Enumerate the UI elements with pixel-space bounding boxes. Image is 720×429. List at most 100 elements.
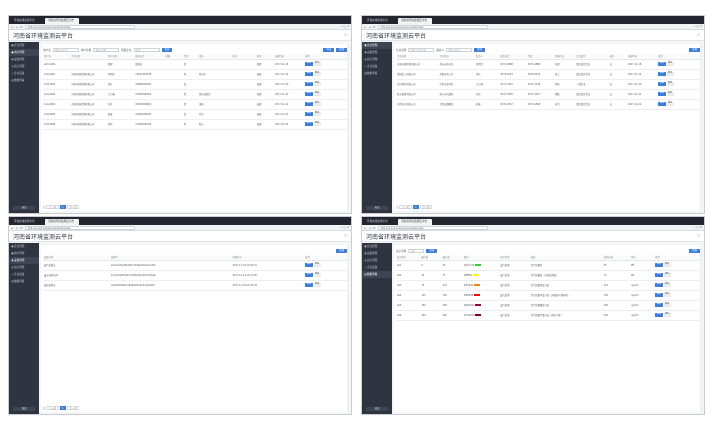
logout-button[interactable]: 退出 xyxy=(13,206,35,210)
browser-tab[interactable]: 环保在线监测平台 xyxy=(364,219,398,225)
edit-button[interactable]: 编辑 xyxy=(305,92,313,96)
search-button[interactable]: 查询 xyxy=(474,47,485,52)
window-controls-icon[interactable]: — ▢ ✕ xyxy=(340,226,349,229)
sidebar-item-enterprise[interactable]: ▣企业管理 xyxy=(364,245,378,248)
page-button[interactable]: 1 xyxy=(59,406,67,410)
browser-tab[interactable]: 环保在线监测平台 xyxy=(11,219,45,225)
scrollbar[interactable] xyxy=(700,245,702,412)
contact-input[interactable]: 请输入联系人 xyxy=(446,47,473,52)
sidebar-item-devices[interactable]: ◉设备管理 xyxy=(364,252,378,255)
prev-page-button[interactable]: 上一页 xyxy=(46,205,59,209)
delete-button[interactable]: 删除 xyxy=(666,102,674,106)
username-input[interactable]: 请输入用户名 xyxy=(52,47,79,52)
export-button[interactable]: 导出 xyxy=(323,47,335,52)
url-input[interactable]: 120.xxx.xxx.xxx/environment/index xyxy=(24,24,135,29)
forward-icon[interactable]: → xyxy=(15,225,19,230)
delete-button[interactable]: 删除 xyxy=(313,283,321,287)
page-button[interactable]: 1 xyxy=(412,205,420,209)
delete-button[interactable]: 删除 xyxy=(313,112,321,116)
url-input[interactable]: 120.xxx.xxx.xxx/environment/index xyxy=(377,225,488,230)
delete-button[interactable]: 删除 xyxy=(313,122,321,126)
scrollbar[interactable] xyxy=(347,245,349,412)
edit-button[interactable]: 编辑 xyxy=(305,102,313,106)
edit-button[interactable]: 编辑 xyxy=(658,62,666,66)
url-input[interactable]: 120.xxx.xxx.xxx/environment/index xyxy=(377,24,488,29)
enterprise-name-input[interactable]: 请输入企业名称 xyxy=(408,47,435,52)
edit-button[interactable]: 编辑 xyxy=(305,273,313,277)
delete-button[interactable]: 删除 xyxy=(313,62,321,66)
browser-tab-active[interactable]: 河南省环境监测云平台× xyxy=(45,18,79,24)
menu-icon[interactable]: ☰ xyxy=(344,33,347,37)
edit-button[interactable]: 编辑 xyxy=(305,263,313,267)
sidebar-item-factors[interactable]: ◈因子管理 xyxy=(11,266,25,269)
reload-icon[interactable]: ↻ xyxy=(373,24,376,29)
edit-button[interactable]: 编辑 xyxy=(305,72,313,76)
page-button[interactable]: 1 xyxy=(59,205,67,209)
window-controls-icon[interactable]: — ▢ ✕ xyxy=(693,226,702,229)
forward-icon[interactable]: → xyxy=(368,24,372,29)
add-button[interactable]: 新增 xyxy=(689,47,700,52)
logout-button[interactable]: 退出 xyxy=(13,407,35,411)
edit-button[interactable]: 编辑 xyxy=(305,112,313,116)
sidebar-item-data[interactable]: ▤数据查看 xyxy=(11,280,25,283)
back-icon[interactable]: ← xyxy=(11,24,14,29)
edit-button[interactable]: 编辑 xyxy=(655,273,663,277)
menu-icon[interactable]: ☰ xyxy=(697,33,700,37)
sidebar-item-factors[interactable]: ◈因子管理 xyxy=(11,65,25,68)
delete-button[interactable]: 删除 xyxy=(313,92,321,96)
sidebar-item-enterprise[interactable]: ▣企业管理 xyxy=(11,44,25,47)
next-page-button[interactable]: 下一页 xyxy=(67,406,80,410)
back-icon[interactable]: ← xyxy=(364,24,367,29)
scrollbar[interactable] xyxy=(700,44,702,211)
edit-button[interactable]: 编辑 xyxy=(655,263,663,267)
browser-tab[interactable]: 环保在线监测平台 xyxy=(11,18,45,24)
edit-button[interactable]: 编辑 xyxy=(655,303,663,307)
next-page-button[interactable]: 下一页 xyxy=(420,205,433,209)
edit-button[interactable]: 编辑 xyxy=(658,92,666,96)
logout-button[interactable]: 退出 xyxy=(366,407,388,411)
browser-tab[interactable]: 环保在线监测平台 xyxy=(364,18,398,24)
delete-button[interactable]: 删除 xyxy=(663,293,671,297)
back-icon[interactable]: ← xyxy=(364,225,367,230)
logout-button[interactable]: 退出 xyxy=(366,206,388,210)
edit-button[interactable]: 编辑 xyxy=(655,293,663,297)
delete-button[interactable]: 删除 xyxy=(313,102,321,106)
sidebar-item-data[interactable]: ▤数据查看 xyxy=(11,79,25,82)
delete-button[interactable]: 删除 xyxy=(663,273,671,277)
add-button[interactable]: 新增 xyxy=(336,248,347,253)
back-icon[interactable]: ← xyxy=(11,225,14,230)
delete-button[interactable]: 删除 xyxy=(313,273,321,277)
menu-icon[interactable]: ☰ xyxy=(344,234,347,238)
delete-button[interactable]: 删除 xyxy=(666,62,674,66)
reload-icon[interactable]: ↻ xyxy=(373,225,376,230)
edit-button[interactable]: 编辑 xyxy=(305,62,313,66)
search-button[interactable]: 查询 xyxy=(161,47,173,52)
prev-page-button[interactable]: 上一页 xyxy=(399,205,412,209)
edit-button[interactable]: 编辑 xyxy=(658,72,666,76)
delete-button[interactable]: 删除 xyxy=(663,283,671,287)
scrollbar[interactable] xyxy=(347,44,349,211)
add-button[interactable]: 新增 xyxy=(689,248,700,253)
forward-icon[interactable]: → xyxy=(368,225,372,230)
delete-button[interactable]: 删除 xyxy=(663,313,671,317)
edit-button[interactable]: 编辑 xyxy=(305,82,313,86)
browser-tab-active[interactable]: 河南省环境监测云平台× xyxy=(398,219,432,225)
sidebar-item-factors[interactable]: ◈因子管理 xyxy=(364,259,378,262)
browser-tab-active[interactable]: 河南省环境监测云平台× xyxy=(398,18,432,24)
edit-button[interactable]: 编辑 xyxy=(658,102,666,106)
sidebar-item-enterprise-devices[interactable]: ◇企业设备 xyxy=(11,273,25,276)
sidebar-item-users[interactable]: ●用户管理 xyxy=(11,252,25,255)
sidebar-item-enterprise-devices[interactable]: ◇企业设备 xyxy=(364,65,378,68)
sidebar-item-enterprise-devices[interactable]: ◇企业设备 xyxy=(11,72,25,75)
delete-button[interactable]: 删除 xyxy=(666,92,674,96)
delete-button[interactable]: 删除 xyxy=(313,263,321,267)
browser-tab-active[interactable]: 河南省环境监测云平台× xyxy=(45,219,79,225)
delete-button[interactable]: 删除 xyxy=(663,303,671,307)
sidebar-item-data[interactable]: ▤数据查看 xyxy=(362,271,392,278)
sidebar-item-devices[interactable]: ◉设备管理 xyxy=(364,51,378,54)
window-controls-icon[interactable]: — ▢ ✕ xyxy=(340,25,349,28)
edit-button[interactable]: 编辑 xyxy=(305,283,313,287)
name-input[interactable]: 请输入名称 xyxy=(93,47,120,52)
reload-icon[interactable]: ↻ xyxy=(20,225,23,230)
edit-button[interactable]: 编辑 xyxy=(655,283,663,287)
